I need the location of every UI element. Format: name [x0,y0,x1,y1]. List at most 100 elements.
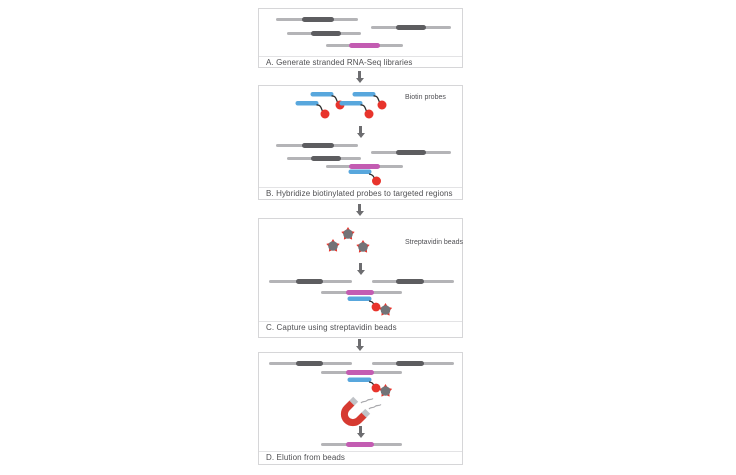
magnet-pole-cap [349,396,359,406]
probe-oligo [310,92,334,97]
rna-fragment [372,361,454,366]
caption-divider [259,451,462,452]
fragment-dark-segment [311,31,341,36]
probe-oligo [347,296,372,301]
target-rna-fragment [321,290,402,295]
streptavidin-bead-icon [341,227,355,240]
fragment-dark-segment [396,150,426,155]
panel-b-hybridize-probes: Biotin probes B. Hybridize biotinylated … [258,85,463,200]
down-arrow-icon [355,204,364,217]
magnet-horseshoe [340,399,368,427]
target-rna-fragment [326,43,403,48]
arrow-stem [359,263,362,270]
bead-body [328,241,338,251]
fragment-dark-segment [296,279,323,284]
biotin-dot [377,100,387,110]
fragment-dark-segment [296,361,323,366]
caption-divider [259,321,462,322]
fragment-dark-segment [302,17,334,22]
arrow-stem [358,339,361,346]
rna-fragment [287,156,361,161]
target-rna-fragment [326,164,403,169]
probe-oligo [352,92,376,97]
biotin-dot [320,109,330,119]
panel-a-caption: A. Generate stranded RNA-Seq libraries [266,58,413,67]
arrow-head [355,346,364,351]
fragment-dark-segment [396,279,424,284]
panel-c-capture-beads: Streptavidin beads [258,218,463,338]
down-arrow-icon [355,339,364,352]
magnet-icon [340,396,371,427]
biotin-dot [372,176,381,186]
down-arrow-icon [356,426,365,439]
fragment-dark-segment [396,25,426,30]
biotin-dot [371,383,381,393]
fragment-dark-segment [311,156,341,161]
biotin-probe-icon [339,101,374,119]
probe-oligo [295,101,319,106]
streptavidin-bead-icon [326,239,340,252]
magnetic-field-icon [360,398,382,410]
probe-oligo [347,377,372,382]
bead-body [343,229,353,239]
fragment-dark-segment [396,361,424,366]
probe-oligo [348,169,372,174]
hybridized-probe-icon [348,169,381,186]
panel-c-caption: C. Capture using streptavidin beads [266,323,397,332]
bead-body [380,305,391,315]
arrow-stem [359,126,362,133]
rna-fragment [371,150,451,155]
rna-fragment [276,17,358,22]
captured-probe-bead-icon [347,377,393,397]
streptavidin-bead-icon [356,240,370,253]
arrow-head [356,433,365,438]
caption-divider [259,187,462,188]
bead-body [358,242,368,252]
down-arrow-icon [356,263,365,276]
down-arrow-icon [356,126,365,139]
arrow-head [355,211,364,216]
target-region-segment [346,290,374,295]
magnet-pole-cap [361,408,371,418]
target-region-segment [349,43,380,48]
captured-probe-bead-icon [347,296,393,316]
magnet-body [340,396,371,427]
streptavidin-beads-label: Streptavidin beads [405,239,463,246]
rna-fragment [372,279,454,284]
rna-fragment [269,361,352,366]
target-region-segment [349,164,380,169]
arrow-stem [358,204,361,211]
probe-oligo [339,101,363,106]
biotin-probe-icon [310,92,345,110]
biotin-probe-icon [352,92,387,110]
biotin-probe-icon [295,101,330,119]
eluted-target-fragment [321,442,402,447]
panel-d-caption: D. Elution from beads [266,453,346,462]
rna-fragment [287,31,361,36]
panel-b-caption: B. Hybridize biotinylated probes to targ… [266,189,453,198]
caption-divider [259,56,462,57]
arrow-stem [358,71,361,78]
arrow-head [355,78,364,83]
panel-d-elution: D. Elution from beads [258,352,463,465]
arrow-head [356,133,365,138]
streptavidin-bead-icon [378,384,393,397]
field-squiggles [360,398,382,410]
panel-a-generate-libraries: A. Generate stranded RNA-Seq libraries [258,8,463,68]
down-arrow-icon [355,71,364,84]
biotin-dot [364,109,374,119]
arrow-stem [359,426,362,433]
fragment-dark-segment [302,143,334,148]
arrow-head [356,270,365,275]
biotin-probes-label: Biotin probes [405,94,446,101]
target-region-segment [346,370,374,375]
rna-fragment [371,25,451,30]
biotin-dot [371,302,381,312]
bead-body [380,386,391,396]
rna-fragment [269,279,352,284]
streptavidin-bead-icon [378,303,393,316]
target-rna-fragment [321,370,402,375]
rna-fragment [276,143,358,148]
target-region-segment [346,442,374,447]
